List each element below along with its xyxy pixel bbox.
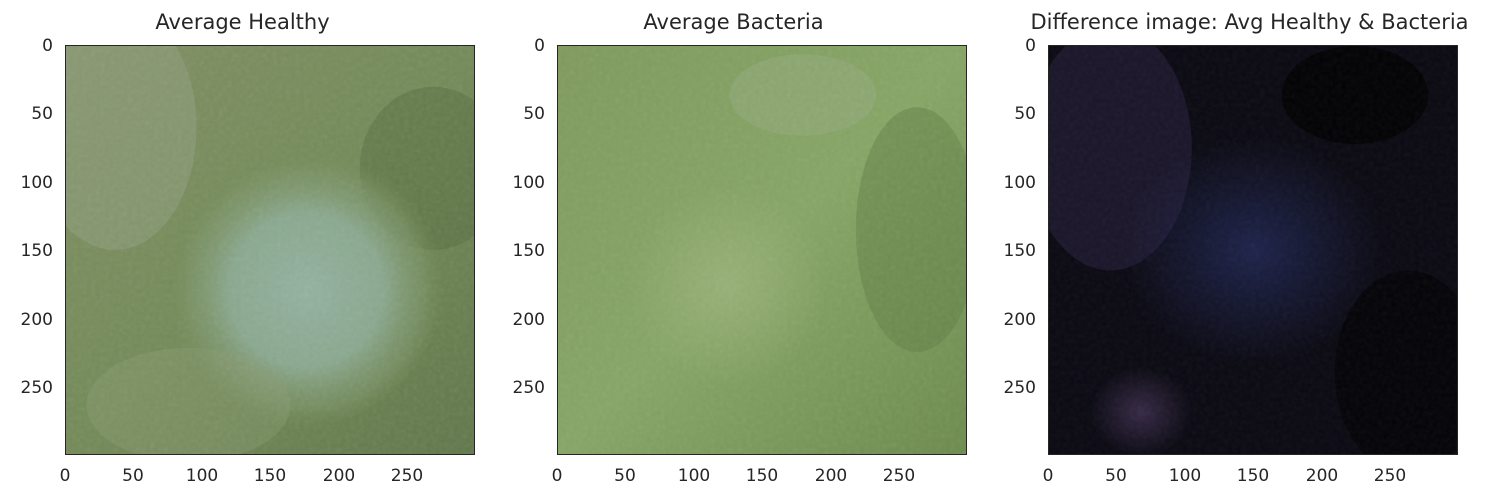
y-tick-label: 250 <box>512 378 545 398</box>
x-tick-label: 250 <box>390 466 424 486</box>
difference-image <box>1049 46 1457 454</box>
image-average-healthy <box>65 45 475 455</box>
image-difference <box>1048 45 1458 455</box>
average-bacteria-image <box>558 46 966 454</box>
y-tick-label: 0 <box>534 36 545 56</box>
panel-title: Average Bacteria <box>643 10 824 34</box>
panel-title: Average Healthy <box>155 10 330 34</box>
y-tick-label: 100 <box>512 173 545 193</box>
x-tick-label: 0 <box>1042 466 1054 486</box>
x-tick-label: 100 <box>677 466 711 486</box>
panel-difference-image: Difference image: Avg Healthy & Bacteria <box>983 0 1482 504</box>
y-tick-label: 50 <box>1014 104 1036 124</box>
panel-average-healthy: Average Healthy <box>0 0 499 504</box>
y-tick-label: 100 <box>20 173 53 193</box>
x-tick-label: 250 <box>1373 466 1407 486</box>
y-tick-label: 50 <box>523 104 545 124</box>
x-tick-label: 250 <box>882 466 916 486</box>
y-tick-label: 150 <box>1003 241 1036 261</box>
y-tick-label: 50 <box>31 104 53 124</box>
x-tick-label: 50 <box>614 466 636 486</box>
y-tick-label: 200 <box>1003 310 1036 330</box>
panel-title: Difference image: Avg Healthy & Bacteria <box>1030 10 1469 34</box>
x-tick-label: 0 <box>551 466 563 486</box>
panel-average-bacteria: Average Bacteria 0 50 100 1 <box>492 0 991 504</box>
average-healthy-image <box>66 46 474 454</box>
x-tick-label: 150 <box>253 466 287 486</box>
y-tick-label: 0 <box>1025 36 1036 56</box>
y-tick-label: 250 <box>20 378 53 398</box>
y-tick-label: 250 <box>1003 378 1036 398</box>
x-tick-label: 0 <box>59 466 71 486</box>
x-tick-label: 200 <box>814 466 848 486</box>
y-tick-label: 200 <box>20 310 53 330</box>
x-tick-label: 200 <box>322 466 356 486</box>
x-tick-label: 200 <box>1305 466 1339 486</box>
y-tick-label: 150 <box>20 241 53 261</box>
y-tick-label: 0 <box>42 36 53 56</box>
y-tick-label: 100 <box>1003 173 1036 193</box>
x-tick-label: 50 <box>122 466 144 486</box>
x-tick-label: 150 <box>1236 466 1270 486</box>
image-average-bacteria <box>557 45 967 455</box>
x-tick-label: 100 <box>1168 466 1202 486</box>
x-tick-label: 150 <box>745 466 779 486</box>
y-tick-label: 150 <box>512 241 545 261</box>
y-tick-label: 200 <box>512 310 545 330</box>
x-tick-label: 50 <box>1105 466 1127 486</box>
x-tick-label: 100 <box>185 466 219 486</box>
